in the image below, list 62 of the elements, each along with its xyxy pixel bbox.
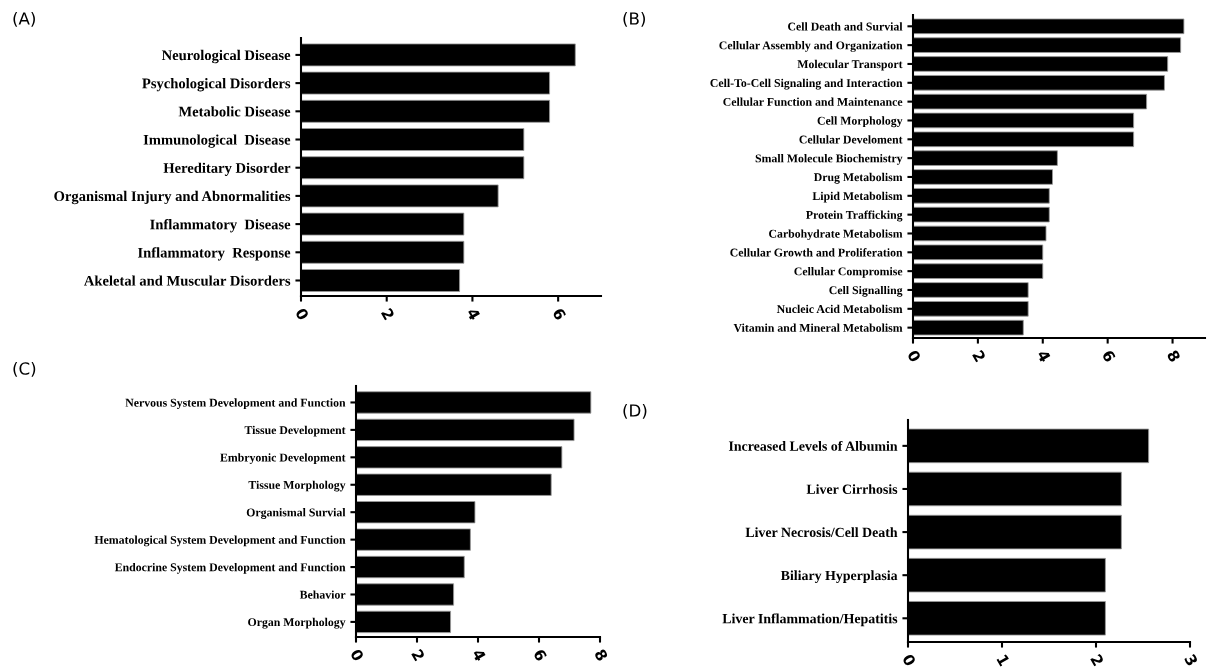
y-tick-label: Immunological Disease [143,134,291,148]
x-tick-label: 3 [1184,653,1199,667]
y-tick-label: Biliary Hyperplasia [780,570,898,583]
x-tick-label: 4 [466,307,481,321]
y-tick-label: Organismal Injury and Abnormalities [54,190,291,205]
y-tick-label: Behavior [299,590,346,599]
y-tick-label: Inflammatory Disease [150,218,291,233]
y-tick-label: Endocrine System Development and Function [114,562,346,574]
y-tick-label: Akeletal and Muscular Disorders [83,275,291,286]
x-tick-label: 4 [472,648,487,662]
x-tick-label: 6 [532,648,548,662]
y-tick-label: Tissue Development [244,425,346,437]
y-tick-label: Drug Metabolism [813,172,903,184]
x-tick-label: 2 [381,307,395,321]
y-tick-label: Cell Morphology [817,116,903,128]
y-tick-label: Psychological Disorders [142,78,291,92]
text: (C) [13,361,36,377]
y-tick-label: Carbohydrate Metabolism [769,229,903,241]
x-tick-label: 2 [1090,653,1105,667]
y-tick-label: Cellular Growth and Proliferation [730,248,903,257]
y-tick-label: Nucleic Acid Metabolism [776,304,903,314]
y-tick-label: Cell-To-Cell Signaling and Interaction [710,78,903,90]
x-tick-label: 6 [1101,349,1117,363]
y-tick-label: Tissue Morphology [248,480,346,492]
x-tick-label: 1 [996,654,1011,667]
x-tick-label: 8 [1166,349,1181,363]
y-tick-label: Lipid Metabolism [812,191,903,203]
y-tick-label: Organ Morphology [248,617,346,629]
y-tick-label: Metabolic Disease [178,106,291,117]
y-tick-label: Molecular Transport [797,59,903,71]
x-tick-label: 6 [552,307,567,321]
y-tick-label: Increased Levels of Albumin [728,440,898,451]
y-tick-label: Organismal Survial [246,508,346,519]
y-tick-label: Neurological Disease [161,49,291,64]
x-tick-label: 8 [593,648,609,662]
x-tick-label: 2 [411,648,426,662]
x-tick-label: 2 [972,349,987,363]
y-tick-label: Vitamin and Mineral Metabolism [733,323,903,332]
x-tick-label: 0 [294,307,310,321]
x-tick-label: 4 [1036,349,1052,363]
y-tick-label: Cellular Develoment [799,135,903,144]
y-tick-label: Hereditary Disorder [163,162,291,176]
y-tick-label: Cellular Function and Maintenance [723,97,903,106]
y-tick-label: Cellular Assembly and Organization [719,41,903,52]
x-tick-label: 0 [901,653,917,667]
x-tick-label: 0 [906,349,922,363]
y-tick-label: Liver Cirrhosis [806,484,898,494]
y-tick-label: Liver Necrosis/Cell Death [745,527,898,538]
text: (A) [13,11,35,27]
y-tick-label: Cell Death and Survial [788,22,903,31]
y-tick-label: Inflammatory Response [137,247,291,261]
y-tick-label: Hematological System Development and Function [94,535,346,547]
y-tick-label: Cell Signalling [829,285,903,297]
y-tick-label: Protein Trafficking [806,210,903,222]
text: (B) [623,11,646,27]
y-tick-label: Cellular Compromise [794,267,903,278]
text: (D) [623,403,647,419]
y-tick-label: Small Molecule Biochemistry [755,154,903,165]
y-tick-label: Liver Inflammation/Hepatitis [722,613,898,627]
y-tick-label: Embryonic Development [220,453,346,464]
x-tick-label: 0 [349,648,365,662]
y-tick-label: Nervous System Development and Function [125,398,346,410]
